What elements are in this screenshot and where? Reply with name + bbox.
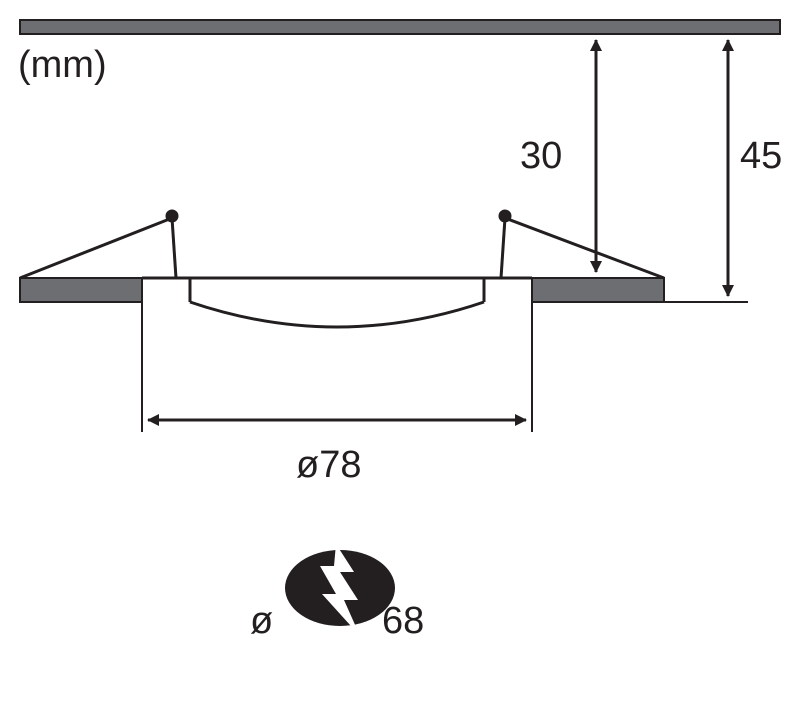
dim-68-prefix: ø <box>250 600 273 643</box>
spring-right <box>500 211 664 278</box>
dim-78-label: ø78 <box>296 444 361 487</box>
dim-68-value: 68 <box>382 600 424 643</box>
dim-45-label: 45 <box>740 135 782 178</box>
spring-left <box>20 211 177 278</box>
fixture-flange-left <box>20 278 142 302</box>
ceiling-slab <box>20 20 780 34</box>
unit-label: (mm) <box>18 44 107 87</box>
bezel-arc <box>190 302 484 327</box>
fixture-flange-right <box>532 278 664 302</box>
dim-30-label: 30 <box>520 135 562 178</box>
